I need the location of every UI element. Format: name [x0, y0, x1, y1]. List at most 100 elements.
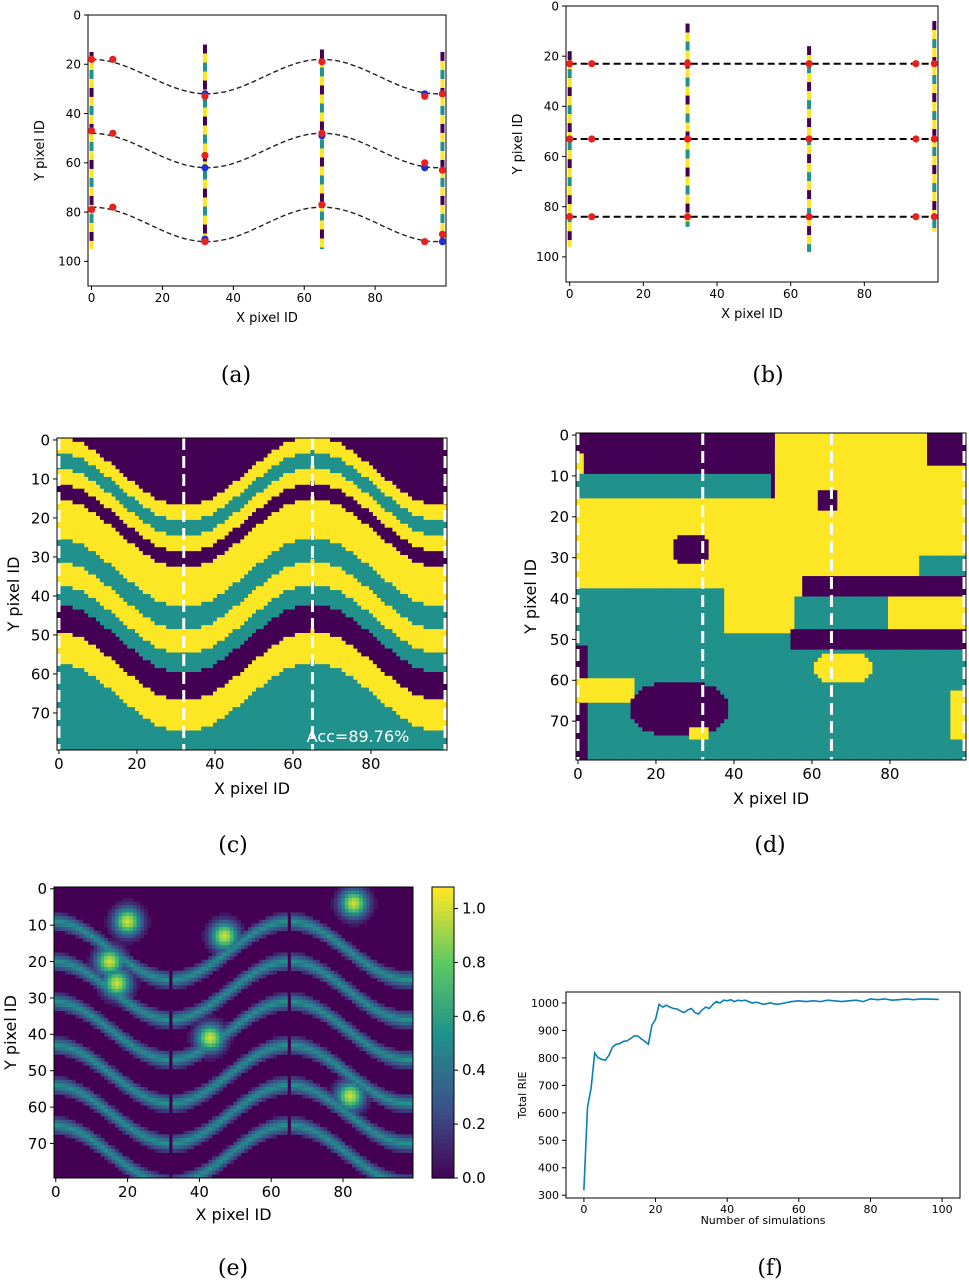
heatmap-cell [77, 489, 81, 493]
heatmap-cell [357, 450, 361, 454]
heatmap-cell [338, 500, 342, 504]
heatmap-cell [225, 458, 229, 462]
well-segment [440, 70, 444, 79]
heatmap-cell [389, 489, 393, 493]
heatmap-cell [392, 512, 396, 516]
heatmap-cell [404, 454, 408, 458]
heatmap-cell [252, 477, 256, 481]
heatmap-cell [377, 469, 381, 473]
heatmap-cell [170, 461, 174, 465]
heatmap-cell [369, 493, 373, 497]
heatmap-cell [361, 450, 365, 454]
heatmap-cell [291, 497, 295, 501]
heatmap-cell [252, 485, 256, 489]
heatmap-cell [275, 454, 279, 458]
heatmap-cell [314, 512, 318, 516]
heatmap-cell [428, 461, 432, 465]
heatmap-cell [92, 454, 96, 458]
heatmap-cell [139, 450, 143, 454]
heatmap-cell [396, 461, 400, 465]
heatmap-cell [283, 516, 287, 520]
heatmap-cell [209, 520, 213, 524]
heatmap-cell [396, 508, 400, 512]
heatmap-cell [338, 508, 342, 512]
heatmap-cell [287, 493, 291, 497]
heatmap-cell [353, 508, 357, 512]
well-segment [686, 96, 690, 105]
heatmap-cell [381, 500, 385, 504]
heatmap-cell [186, 477, 190, 481]
heatmap-cell [166, 493, 170, 497]
heatmap-cell [338, 516, 342, 520]
heatmap-cell [400, 485, 404, 489]
heatmap-cell [112, 508, 116, 512]
heatmap-cell [131, 473, 135, 477]
heatmap-cell [119, 461, 123, 465]
heatmap-cell [330, 520, 334, 524]
heatmap-cell [147, 461, 151, 465]
heatmap-cell [428, 481, 432, 485]
heatmap-cell [162, 454, 166, 458]
heatmap-cell [162, 520, 166, 524]
heatmap-cell [174, 465, 178, 469]
heatmap-cell [127, 481, 131, 485]
heatmap-cell [396, 450, 400, 454]
heatmap-cell [194, 481, 198, 485]
well-segment [686, 87, 690, 96]
heatmap-cell [334, 461, 338, 465]
heatmap-cell [314, 461, 318, 465]
heatmap-cell [377, 473, 381, 477]
heatmap-cell [155, 497, 159, 501]
well-segment [932, 30, 936, 39]
heatmap-cell [236, 442, 240, 446]
heatmap-cell [275, 500, 279, 504]
heatmap-cell [353, 485, 357, 489]
heatmap-cell [178, 450, 182, 454]
heatmap-cell [194, 500, 198, 504]
heatmap-cell [248, 446, 252, 450]
heatmap-cell [307, 438, 311, 442]
heatmap-cell [268, 465, 272, 469]
heatmap-cell [221, 454, 225, 458]
heatmap-cell [431, 512, 435, 516]
heatmap-cell [69, 485, 73, 489]
red-point [684, 60, 691, 67]
heatmap-cell [412, 493, 416, 497]
heatmap-cell [295, 493, 299, 497]
heatmap-cell [428, 504, 432, 508]
heatmap-cell [252, 520, 256, 524]
well-segment [686, 33, 690, 42]
heatmap-cell [112, 458, 116, 462]
well-segment [320, 112, 324, 121]
heatmap-cell [272, 465, 276, 469]
heatmap-cell [155, 454, 159, 458]
heatmap-cell [135, 442, 139, 446]
heatmap-cell [365, 438, 369, 442]
heatmap-cell [197, 477, 201, 481]
heatmap-cell [357, 473, 361, 477]
heatmap-cell [256, 465, 260, 469]
heatmap-cell [428, 465, 432, 469]
heatmap-cell [69, 493, 73, 497]
heatmap-cell [80, 481, 84, 485]
heatmap-cell [213, 465, 217, 469]
well-segment [932, 228, 936, 232]
heatmap-cell [65, 477, 69, 481]
heatmap-cell [84, 454, 88, 458]
heatmap-cell [96, 512, 100, 516]
heatmap-cell [139, 438, 143, 442]
heatmap-cell [361, 508, 365, 512]
heatmap-cell [178, 508, 182, 512]
heatmap-cell [287, 485, 291, 489]
heatmap-cell [396, 512, 400, 516]
heatmap-cell [147, 516, 151, 520]
heatmap-cell [318, 446, 322, 450]
heatmap-cell [303, 438, 307, 442]
heatmap-cell [100, 497, 104, 501]
heatmap-cell [123, 489, 127, 493]
heatmap-cell [416, 497, 420, 501]
heatmap-cell [338, 497, 342, 501]
heatmap-cell [61, 477, 65, 481]
heatmap-cell [439, 454, 443, 458]
well-segment [203, 99, 207, 108]
